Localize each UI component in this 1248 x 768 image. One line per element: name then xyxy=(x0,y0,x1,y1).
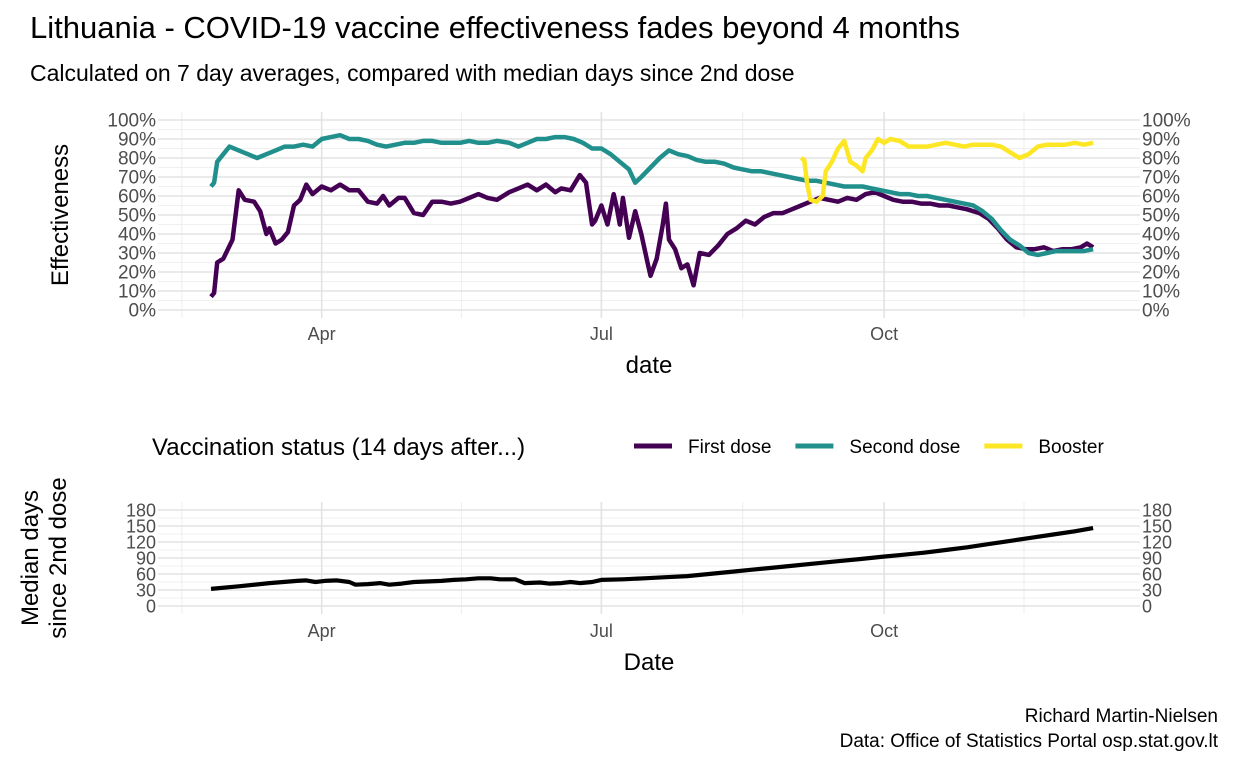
y-tick-label: 80% xyxy=(118,149,156,170)
series-line-first-dose xyxy=(209,172,1095,299)
y-tick-label: 30 xyxy=(136,580,156,600)
y-tick-label-right: 90 xyxy=(1142,548,1162,568)
y-tick-label: 40% xyxy=(118,225,156,246)
y-tick-label: 0% xyxy=(129,301,157,322)
y-tick-label-right: 30 xyxy=(1142,580,1162,600)
y-tick-label: 90 xyxy=(136,548,156,568)
series-line-median-days xyxy=(210,526,1094,591)
y-tick-label: 70% xyxy=(118,168,156,189)
series-line-booster xyxy=(799,136,1094,204)
y-tick-label-right: 60 xyxy=(1142,564,1162,584)
y-axis-title: since 2nd dose xyxy=(45,477,72,638)
y-tick-label: 180 xyxy=(126,500,156,520)
y-tick-label: 50% xyxy=(118,206,156,227)
y-tick-label: 0 xyxy=(146,596,156,616)
y-tick-label: 60% xyxy=(118,187,156,208)
y-tick-label: 120 xyxy=(126,532,156,552)
y-tick-label-right: 40% xyxy=(1142,225,1180,246)
y-tick-label-right: 30% xyxy=(1142,244,1180,265)
y-tick-label: 20% xyxy=(118,263,156,284)
x-tick-label: Oct xyxy=(870,621,898,641)
y-tick-label: 10% xyxy=(118,282,156,303)
y-tick-label: 60 xyxy=(136,564,156,584)
source-credit: Data: Office of Statistics Portal osp.st… xyxy=(839,731,1218,752)
y-tick-label-right: 10% xyxy=(1142,282,1180,303)
y-axis-title: Effectiveness xyxy=(47,144,74,286)
x-tick-label: Apr xyxy=(308,324,336,344)
y-tick-label: 100% xyxy=(107,111,156,132)
x-tick-label: Jul xyxy=(590,324,613,344)
y-tick-label-right: 90% xyxy=(1142,130,1180,151)
y-tick-label-right: 80% xyxy=(1142,149,1180,170)
author-credit: Richard Martin-Nielsen xyxy=(1024,706,1218,727)
y-tick-label-right: 50% xyxy=(1142,206,1180,227)
x-axis-title: Date xyxy=(624,649,675,676)
x-tick-label: Oct xyxy=(870,324,898,344)
legend-label: Booster xyxy=(1038,437,1104,458)
y-tick-label: 150 xyxy=(126,516,156,536)
y-tick-label-right: 120 xyxy=(1142,532,1172,552)
y-tick-label-right: 20% xyxy=(1142,263,1180,284)
y-tick-label-right: 0 xyxy=(1142,596,1152,616)
y-tick-label-right: 180 xyxy=(1142,500,1172,520)
x-tick-label: Jul xyxy=(590,621,613,641)
y-tick-label-right: 100% xyxy=(1142,111,1191,132)
y-tick-label-right: 0% xyxy=(1142,301,1170,322)
y-tick-label-right: 60% xyxy=(1142,187,1180,208)
chart-title: Lithuania - COVID-19 vaccine effectivene… xyxy=(30,10,960,45)
chart-subtitle: Calculated on 7 day averages, compared w… xyxy=(30,60,795,86)
y-tick-label: 90% xyxy=(118,130,156,151)
y-tick-label: 30% xyxy=(118,244,156,265)
legend-label: First dose xyxy=(688,437,771,458)
y-axis-title: Median days xyxy=(17,490,44,626)
legend-label: Second dose xyxy=(849,437,960,458)
series-line-second-dose xyxy=(209,132,1094,258)
x-axis-title: date xyxy=(626,352,673,379)
x-tick-label: Apr xyxy=(308,621,336,641)
y-tick-label-right: 150 xyxy=(1142,516,1172,536)
y-tick-label-right: 70% xyxy=(1142,168,1180,189)
legend-title: Vaccination status (14 days after...) xyxy=(152,434,525,461)
